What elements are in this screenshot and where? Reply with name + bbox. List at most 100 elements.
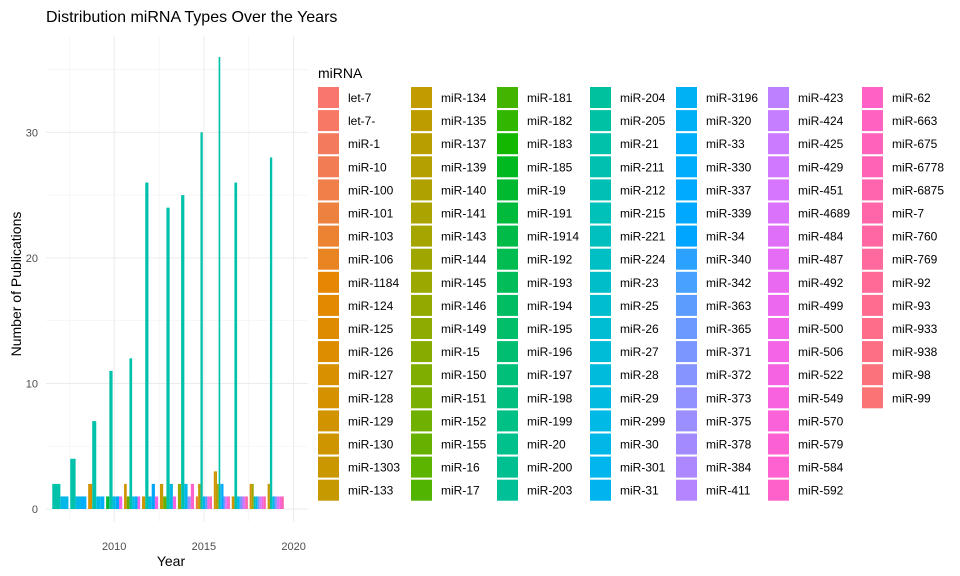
bar-2008-miR-21: [70, 458, 76, 509]
legend-key: [676, 364, 697, 386]
legend-label: miR-19: [527, 183, 566, 197]
legend-key: [862, 341, 883, 363]
legend-label: miR-93: [892, 299, 931, 313]
legend-key: [676, 225, 697, 247]
legend-label: miR-141: [441, 207, 487, 221]
legend-label: let-7: [348, 91, 372, 105]
legend-label: miR-62: [892, 91, 931, 105]
legend-key: [318, 294, 339, 316]
legend-label: miR-205: [620, 114, 666, 128]
legend-key: [768, 179, 789, 201]
legend-key: [590, 294, 611, 316]
bar-2014-miR-592: [190, 483, 195, 509]
legend-label: miR-487: [798, 253, 844, 267]
bar-2013-miR-30: [169, 483, 173, 509]
legend-key: [768, 456, 789, 478]
bar-2008-miR-33: [80, 496, 87, 509]
legend-label: miR-1184: [348, 276, 399, 290]
bar-2008-miR-30: [75, 496, 81, 509]
bar-2015-miR-21: [200, 132, 203, 510]
legend-key: [318, 479, 339, 501]
legend-label: miR-675: [892, 137, 938, 151]
bar-2014-miR-145: [177, 483, 182, 509]
legend-key: [497, 271, 518, 293]
legend-key: [676, 456, 697, 478]
legend-label: miR-29: [620, 391, 659, 405]
bar-2012-miR-506: [154, 496, 159, 509]
legend-key: [590, 248, 611, 270]
legend-key: [862, 248, 883, 270]
legend-label: miR-192: [527, 253, 573, 267]
legend-key: [768, 410, 789, 432]
legend-key: [497, 248, 518, 270]
bar-2014-miR-21: [181, 195, 185, 509]
bar-2010-miR-19: [106, 496, 110, 509]
legend-label: miR-215: [620, 207, 666, 221]
bar-2017-miR-21: [234, 182, 238, 510]
bar-2013-miR-506: [172, 496, 177, 509]
bar-2010-miR-506: [119, 496, 123, 509]
legend-key: [497, 479, 518, 501]
bar-2013-miR-21: [166, 207, 170, 509]
legend-label: miR-143: [441, 230, 487, 244]
legend-label: miR-339: [706, 207, 752, 221]
legend-key: [497, 110, 518, 132]
legend-label: miR-570: [798, 414, 844, 428]
bar-2019-miR-30: [272, 496, 275, 509]
legend-label: miR-99: [892, 391, 931, 405]
legend-key: [676, 479, 697, 501]
legend-label: miR-194: [527, 299, 573, 313]
legend-label: miR-429: [798, 160, 844, 174]
legend-key: [768, 225, 789, 247]
legend-label: miR-330: [706, 160, 752, 174]
legend-key: [768, 479, 789, 501]
legend-label: miR-760: [892, 230, 938, 244]
legend-label: miR-139: [441, 160, 487, 174]
legend-label: miR-484: [798, 230, 844, 244]
bar-2013-miR-133: [159, 483, 164, 509]
legend-label: miR-98: [892, 368, 931, 382]
legend-label: miR-499: [798, 299, 844, 313]
bar-2017-miR-451: [242, 496, 246, 509]
legend-key: [318, 271, 339, 293]
legend-key: [318, 456, 339, 478]
legend-key: [862, 179, 883, 201]
legend-label: miR-211: [620, 160, 665, 174]
bar-2011-miR-155: [126, 496, 130, 509]
legend-key: [862, 225, 883, 247]
legend-label: miR-135: [441, 114, 487, 128]
legend: let-7 let-7- miR-1 miR-10 miR-100 miR-101 miR-…: [318, 87, 944, 501]
legend-key: [318, 364, 339, 386]
legend-label: miR-137: [441, 137, 487, 151]
legend-key: [497, 410, 518, 432]
bar-2007-miR-21: [52, 483, 61, 509]
legend-key: [590, 341, 611, 363]
legend-key: [318, 410, 339, 432]
legend-key: [590, 479, 611, 501]
x-tick-label: 2020: [281, 541, 305, 553]
legend-key: [590, 110, 611, 132]
x-tick-label: 2015: [192, 541, 216, 553]
legend-label: miR-124: [348, 299, 394, 313]
legend-key: [411, 341, 432, 363]
y-tick-label: 30: [26, 127, 38, 139]
legend-label: let-7-: [348, 114, 375, 128]
legend-label: miR-193: [527, 276, 573, 290]
legend-key: [318, 202, 339, 224]
x-tick-label: 2010: [102, 541, 126, 553]
legend-key: [862, 294, 883, 316]
legend-label: miR-33: [706, 137, 745, 151]
bar-2010-miR-29: [112, 496, 116, 509]
legend-key: [411, 156, 432, 178]
legend-label: miR-301: [620, 461, 666, 475]
legend-key: [676, 248, 697, 270]
bar-2019-miR-549: [279, 496, 282, 509]
legend-key: [676, 110, 697, 132]
legend-label: miR-21: [620, 137, 659, 151]
legend-label: miR-146: [441, 299, 487, 313]
legend-key: [318, 318, 339, 339]
legend-key: [676, 87, 697, 108]
legend-label: miR-320: [706, 114, 752, 128]
y-tick-label: 20: [26, 253, 38, 265]
